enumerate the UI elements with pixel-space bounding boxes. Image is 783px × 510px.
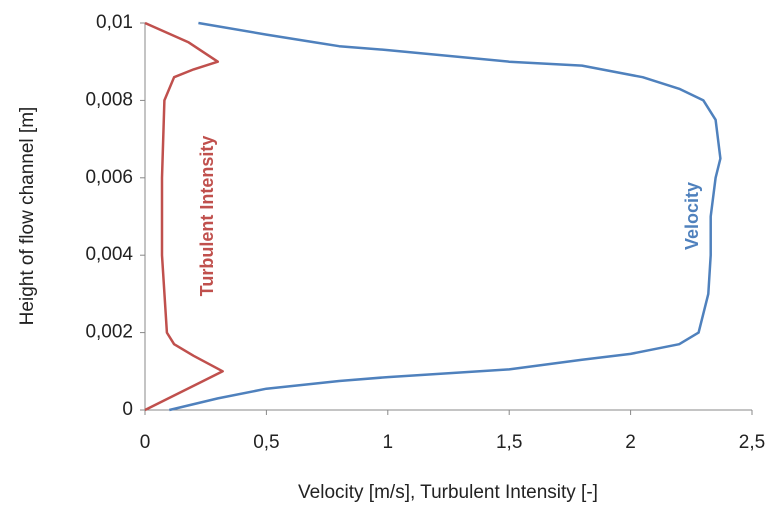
y-tick-label: 0,01 <box>96 12 133 33</box>
series-label: Velocity <box>682 182 702 250</box>
x-tick-label: 1,5 <box>496 432 522 453</box>
y-axis-label: Height of flow channel [m] <box>17 107 38 326</box>
x-tick-label: 0,5 <box>253 432 279 453</box>
series-line <box>144 21 224 412</box>
series-line <box>169 21 722 412</box>
x-tick-label: 2 <box>625 432 636 453</box>
y-tick-label: 0,002 <box>85 322 133 343</box>
y-tick-label: 0,006 <box>85 167 133 188</box>
y-tick-label: 0 <box>122 399 133 420</box>
x-axis-label: Velocity [m/s], Turbulent Intensity [-] <box>298 482 598 503</box>
x-tick-label: 0 <box>140 432 151 453</box>
series-label: Turbulent Intensity <box>197 136 217 297</box>
y-tick-label: 0,004 <box>85 244 133 265</box>
x-tick-label: 2,5 <box>739 432 765 453</box>
y-tick-label: 0,008 <box>85 89 133 110</box>
x-tick-label: 1 <box>383 432 394 453</box>
